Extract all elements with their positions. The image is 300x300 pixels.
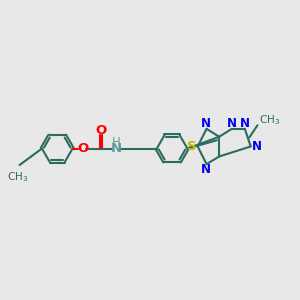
Text: N: N (201, 117, 211, 130)
Text: O: O (77, 142, 88, 155)
Text: N: N (111, 142, 122, 155)
Text: CH$_3$: CH$_3$ (259, 114, 280, 128)
Text: N: N (240, 117, 250, 130)
Text: N: N (227, 117, 237, 130)
Text: O: O (95, 124, 106, 137)
Text: N: N (252, 140, 262, 153)
Text: S: S (187, 140, 196, 153)
Text: H: H (112, 136, 121, 148)
Text: CH$_3$: CH$_3$ (8, 170, 29, 184)
Text: N: N (201, 163, 211, 176)
